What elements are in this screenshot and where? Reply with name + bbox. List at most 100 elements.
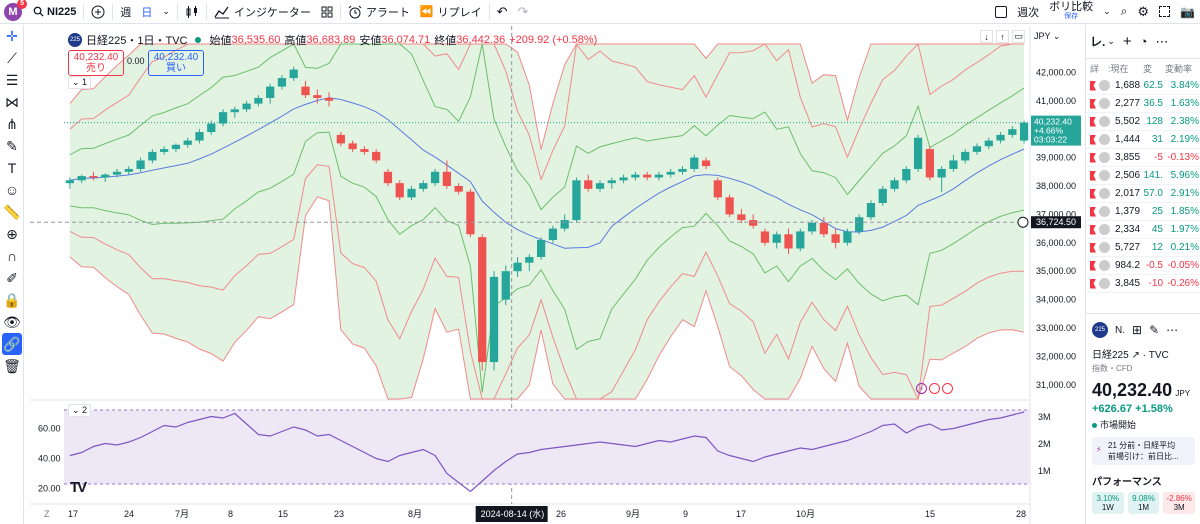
forecast-tool[interactable]: ⋔ bbox=[6, 115, 18, 132]
chart-type-button[interactable] bbox=[180, 0, 204, 24]
flag-icon[interactable] bbox=[1090, 242, 1096, 253]
quick-search-button[interactable]: ⌕ bbox=[1116, 0, 1133, 24]
watchlist-row[interactable]: 3,855 -5 -0.13% bbox=[1086, 149, 1200, 167]
buy-button[interactable]: 40,232.40 買い bbox=[148, 50, 204, 76]
currency-selector[interactable]: JPY ⌄ bbox=[1034, 31, 1060, 42]
candle bbox=[242, 103, 251, 110]
trendline-tool[interactable]: ⟋ bbox=[7, 49, 17, 66]
watchlist-row[interactable]: 1,444 31 2.19% bbox=[1086, 131, 1200, 149]
pane1-collapse-button[interactable]: ⌄ 1 bbox=[68, 76, 92, 89]
redo-button[interactable]: ↷ bbox=[513, 0, 534, 24]
layout-toggle-button[interactable] bbox=[990, 0, 1012, 24]
brush-tool[interactable]: ✎ bbox=[6, 137, 18, 154]
flag-icon[interactable] bbox=[1090, 224, 1096, 235]
flag-icon[interactable] bbox=[1090, 206, 1096, 217]
flag-icon[interactable] bbox=[1090, 116, 1096, 127]
flag-icon[interactable] bbox=[1090, 260, 1096, 271]
interval-day-button[interactable]: 日 bbox=[141, 6, 153, 19]
replay-button[interactable]: ⏪ リプレイ bbox=[415, 0, 487, 24]
ruler-icon[interactable]: 📏 bbox=[3, 203, 21, 220]
move-up-icon[interactable]: ↑ bbox=[996, 30, 1009, 43]
chevron-down-icon[interactable]: ⌄ bbox=[1107, 36, 1115, 46]
lock-drawing-icon[interactable]: ✐ bbox=[6, 269, 18, 286]
pane2-collapse-button[interactable]: ⌄ 2 bbox=[68, 404, 92, 417]
indicator-templates-button[interactable] bbox=[316, 0, 338, 24]
performance-card[interactable]: 3.10% 1W bbox=[1092, 492, 1124, 514]
flag-icon[interactable] bbox=[1090, 152, 1096, 163]
interval-week-button[interactable]: 週 bbox=[120, 6, 132, 19]
events-icons[interactable]: ⚡ bbox=[916, 383, 953, 394]
emoji-icon[interactable]: ☺ bbox=[4, 182, 20, 198]
details-short[interactable]: N. bbox=[1115, 324, 1125, 336]
watchlist-row[interactable]: 1,688 62.5 3.84% bbox=[1086, 77, 1200, 95]
dividend-event-icon[interactable]: ⚡ bbox=[916, 383, 927, 394]
watchlist-row[interactable]: 1,379 25 1.85% bbox=[1086, 203, 1200, 221]
tradingview-logo[interactable]: TV bbox=[70, 479, 87, 496]
layout-saved-status: 保存 bbox=[1064, 12, 1079, 20]
col-last[interactable]: :現在 bbox=[1108, 63, 1129, 74]
flag-icon[interactable] bbox=[1090, 98, 1096, 109]
flag-icon[interactable] bbox=[1090, 278, 1096, 289]
band-line-6 bbox=[69, 97, 1025, 249]
weekly-button[interactable]: 週次 bbox=[1017, 6, 1040, 19]
col-details[interactable]: 詳 bbox=[1090, 63, 1100, 74]
performance-card[interactable]: 9.08% 1M bbox=[1127, 492, 1160, 514]
col-change[interactable]: 変 bbox=[1142, 63, 1152, 74]
fullscreen-button[interactable] bbox=[1154, 0, 1175, 24]
external-link-icon[interactable]: ↗ bbox=[1131, 350, 1140, 361]
col-change-pct[interactable]: 変動率 bbox=[1164, 63, 1192, 74]
layout-dropdown-button[interactable]: ⌄ bbox=[1098, 0, 1116, 24]
earnings-event-icon[interactable] bbox=[942, 383, 953, 394]
news-card[interactable]: ⚡ 21 分前・日経平均 前場引け：前日比... bbox=[1092, 437, 1195, 465]
edit-icon[interactable]: ✎ bbox=[1149, 323, 1160, 337]
settings-button[interactable]: ⚙ bbox=[1132, 0, 1154, 24]
time-axis-label: 9 bbox=[683, 509, 688, 519]
more-icon[interactable]: ⋯ bbox=[1166, 323, 1179, 337]
interval-dropdown-button[interactable]: ⌄ bbox=[157, 0, 175, 24]
earnings-event-icon[interactable] bbox=[929, 383, 940, 394]
flag-icon[interactable] bbox=[1090, 188, 1096, 199]
compare-add-button[interactable] bbox=[86, 0, 110, 24]
watchlist-title[interactable]: レ. bbox=[1090, 35, 1106, 49]
trash-icon[interactable]: 🗑 bbox=[3, 357, 21, 374]
flag-icon[interactable] bbox=[1090, 80, 1096, 91]
pie-chart-icon[interactable]: ◔ bbox=[1139, 34, 1148, 49]
fib-tool[interactable]: ☰ bbox=[5, 71, 19, 88]
watchlist-row[interactable]: 2,017 57.0 2.91% bbox=[1086, 185, 1200, 203]
legend-title[interactable]: 日経225・1日・TVC bbox=[86, 35, 188, 47]
add-symbol-icon[interactable]: + bbox=[1122, 33, 1132, 50]
text-tool[interactable]: T bbox=[7, 160, 17, 176]
details-name[interactable]: 日経225 bbox=[1092, 350, 1129, 361]
watchlist-row[interactable]: 5,727 12 0.21% bbox=[1086, 239, 1200, 257]
watchlist-row[interactable]: 2,334 45 1.97% bbox=[1086, 221, 1200, 239]
watchlist-row[interactable]: 2,277 36.5 1.63% bbox=[1086, 95, 1200, 113]
sell-button[interactable]: 40,232.40 売り bbox=[68, 50, 124, 76]
more-icon[interactable]: ⋯ bbox=[1155, 33, 1169, 49]
maximize-pane-icon[interactable]: ▭ bbox=[1012, 30, 1025, 43]
pattern-tool[interactable]: ⋈ bbox=[5, 93, 19, 110]
zoom-icon[interactable]: ⊕ bbox=[6, 225, 18, 242]
layout-name-button[interactable]: ボリ比較 保存 bbox=[1044, 0, 1098, 24]
watchlist-row[interactable]: 3,845 -10 -0.26% bbox=[1086, 275, 1200, 293]
link-icon[interactable]: 🔗 bbox=[2, 333, 22, 355]
grid-icon[interactable]: ⊞ bbox=[1132, 323, 1143, 337]
chart-area[interactable]: 42,000.0041,000.0040,000.0039,000.0038,0… bbox=[30, 26, 1084, 524]
eye-icon[interactable]: 👁 bbox=[3, 313, 21, 330]
indicators-button[interactable]: インジケーター bbox=[209, 0, 316, 24]
undo-button[interactable]: ↶ bbox=[492, 0, 513, 24]
alert-button[interactable]: アラート bbox=[343, 0, 415, 24]
price-chart[interactable]: 42,000.0041,000.0040,000.0039,000.0038,0… bbox=[30, 26, 1084, 524]
flag-icon[interactable] bbox=[1090, 170, 1096, 181]
magnet-icon[interactable]: ∩ bbox=[6, 248, 18, 264]
symbol-search-button[interactable]: NI225 bbox=[28, 0, 81, 24]
lock-icon[interactable]: 🔒 bbox=[3, 291, 21, 308]
watchlist-row[interactable]: 2,506 141. 5.96% bbox=[1086, 167, 1200, 185]
flag-icon[interactable] bbox=[1090, 134, 1096, 145]
move-down-icon[interactable]: ↓ bbox=[980, 30, 993, 43]
performance-card[interactable]: -2.86% 3M bbox=[1163, 492, 1196, 514]
watchlist-row[interactable]: 5,502 128 2.38% bbox=[1086, 113, 1200, 131]
watchlist-row[interactable]: 984.2 -0.5 -0.05% bbox=[1086, 257, 1200, 275]
crosshair-tool[interactable]: ✛ bbox=[6, 27, 18, 44]
snapshot-button[interactable]: 📷 bbox=[1175, 0, 1200, 24]
